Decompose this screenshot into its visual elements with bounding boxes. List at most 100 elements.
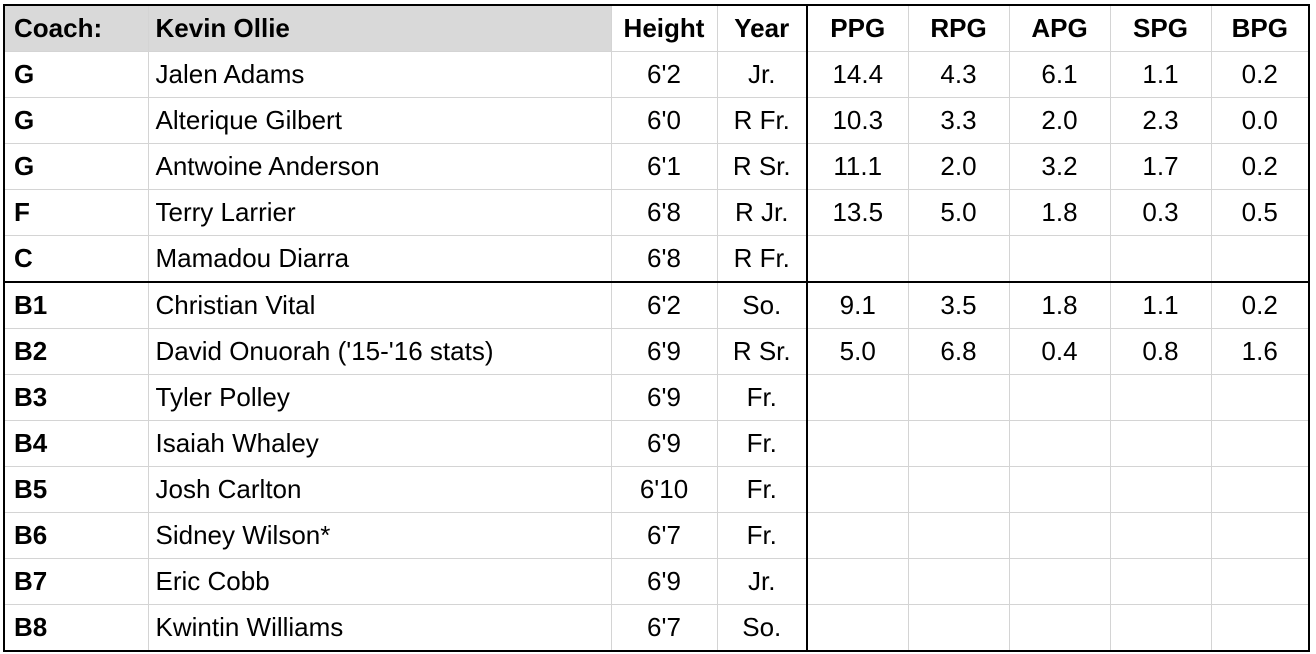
height-cell: 6'8 <box>610 235 718 283</box>
rpg-cell <box>907 604 1010 652</box>
height-cell: 6'9 <box>610 374 718 421</box>
spg-cell: 1.1 <box>1109 51 1212 98</box>
apg-cell: 2.0 <box>1008 97 1111 144</box>
table-row: C Mamadou Diarra 6'8 R Fr. <box>3 235 1310 283</box>
year-cell: R Jr. <box>716 189 808 236</box>
ppg-cell: 11.1 <box>806 143 909 190</box>
position-cell: C <box>3 235 149 283</box>
player-name-cell: Antwoine Anderson <box>147 143 612 190</box>
ppg-cell <box>806 420 909 467</box>
ppg-header: PPG <box>806 4 909 52</box>
bpg-header: BPG <box>1210 4 1310 52</box>
table-row: B5 Josh Carlton 6'10 Fr. <box>3 466 1310 513</box>
position-cell: B1 <box>3 281 149 329</box>
table-row: B4 Isaiah Whaley 6'9 Fr. <box>3 420 1310 467</box>
bpg-cell: 0.0 <box>1210 97 1310 144</box>
apg-cell <box>1008 604 1111 652</box>
position-cell: B8 <box>3 604 149 652</box>
bpg-cell: 1.6 <box>1210 328 1310 375</box>
year-cell: So. <box>716 604 808 652</box>
year-cell: R Sr. <box>716 328 808 375</box>
position-cell: B2 <box>3 328 149 375</box>
ppg-cell <box>806 558 909 605</box>
rpg-cell: 2.0 <box>907 143 1010 190</box>
rpg-cell: 6.8 <box>907 328 1010 375</box>
spg-cell: 0.8 <box>1109 328 1212 375</box>
position-cell: B4 <box>3 420 149 467</box>
apg-cell <box>1008 374 1111 421</box>
bpg-cell <box>1210 512 1310 559</box>
player-name-cell: Isaiah Whaley <box>147 420 612 467</box>
bpg-cell: 0.5 <box>1210 189 1310 236</box>
table-row: G Antwoine Anderson 6'1 R Sr. 11.1 2.0 3.2 1.7 0… <box>3 143 1310 190</box>
year-header: Year <box>716 4 808 52</box>
bpg-cell <box>1210 374 1310 421</box>
rpg-cell <box>907 558 1010 605</box>
year-cell: Jr. <box>716 558 808 605</box>
spg-cell <box>1109 374 1212 421</box>
rpg-cell <box>907 420 1010 467</box>
height-cell: 6'1 <box>610 143 718 190</box>
year-cell: R Fr. <box>716 235 808 283</box>
height-header: Height <box>610 4 718 52</box>
position-cell: G <box>3 143 149 190</box>
spg-cell: 1.1 <box>1109 281 1212 329</box>
ppg-cell: 13.5 <box>806 189 909 236</box>
apg-cell <box>1008 420 1111 467</box>
height-cell: 6'9 <box>610 328 718 375</box>
bpg-cell: 0.2 <box>1210 281 1310 329</box>
player-name-cell: Tyler Polley <box>147 374 612 421</box>
apg-cell: 6.1 <box>1008 51 1111 98</box>
bpg-cell <box>1210 235 1310 283</box>
rpg-cell <box>907 235 1010 283</box>
bpg-cell <box>1210 558 1310 605</box>
player-name-cell: Christian Vital <box>147 281 612 329</box>
ppg-cell <box>806 512 909 559</box>
rpg-cell: 3.5 <box>907 281 1010 329</box>
apg-cell: 3.2 <box>1008 143 1111 190</box>
ppg-cell <box>806 466 909 513</box>
player-name-cell: Josh Carlton <box>147 466 612 513</box>
spg-cell <box>1109 558 1212 605</box>
position-cell: G <box>3 51 149 98</box>
ppg-cell: 9.1 <box>806 281 909 329</box>
apg-cell: 1.8 <box>1008 189 1111 236</box>
player-name-cell: Jalen Adams <box>147 51 612 98</box>
spg-cell: 0.3 <box>1109 189 1212 236</box>
year-cell: Jr. <box>716 51 808 98</box>
height-cell: 6'7 <box>610 604 718 652</box>
bpg-cell: 0.2 <box>1210 51 1310 98</box>
apg-cell <box>1008 512 1111 559</box>
position-cell: F <box>3 189 149 236</box>
player-name-cell: Sidney Wilson* <box>147 512 612 559</box>
ppg-cell <box>806 604 909 652</box>
spg-header: SPG <box>1109 4 1212 52</box>
spg-cell <box>1109 235 1212 283</box>
height-cell: 6'10 <box>610 466 718 513</box>
ppg-cell: 5.0 <box>806 328 909 375</box>
year-cell: Fr. <box>716 466 808 513</box>
table-row: G Jalen Adams 6'2 Jr. 14.4 4.3 6.1 1.1 0.2 <box>3 51 1310 98</box>
bpg-cell <box>1210 604 1310 652</box>
spg-cell: 1.7 <box>1109 143 1212 190</box>
year-cell: R Sr. <box>716 143 808 190</box>
apg-cell: 1.8 <box>1008 281 1111 329</box>
table-row: B2 David Onuorah ('15-'16 stats) 6'9 R Sr. 5… <box>3 328 1310 375</box>
player-name-cell: Terry Larrier <box>147 189 612 236</box>
apg-header: APG <box>1008 4 1111 52</box>
player-name-cell: Alterique Gilbert <box>147 97 612 144</box>
height-cell: 6'2 <box>610 51 718 98</box>
ppg-cell: 10.3 <box>806 97 909 144</box>
height-cell: 6'9 <box>610 558 718 605</box>
position-cell: B3 <box>3 374 149 421</box>
apg-cell <box>1008 235 1111 283</box>
header-row: Coach: Kevin Ollie Height Year PPG RPG A… <box>3 4 1310 52</box>
apg-cell <box>1008 558 1111 605</box>
player-name-cell: Kwintin Williams <box>147 604 612 652</box>
rpg-cell <box>907 512 1010 559</box>
year-cell: Fr. <box>716 374 808 421</box>
rpg-cell <box>907 374 1010 421</box>
ppg-cell: 14.4 <box>806 51 909 98</box>
coach-name: Kevin Ollie <box>147 4 612 52</box>
table-row: G Alterique Gilbert 6'0 R Fr. 10.3 3.3 2.0 2.3 0… <box>3 97 1310 144</box>
